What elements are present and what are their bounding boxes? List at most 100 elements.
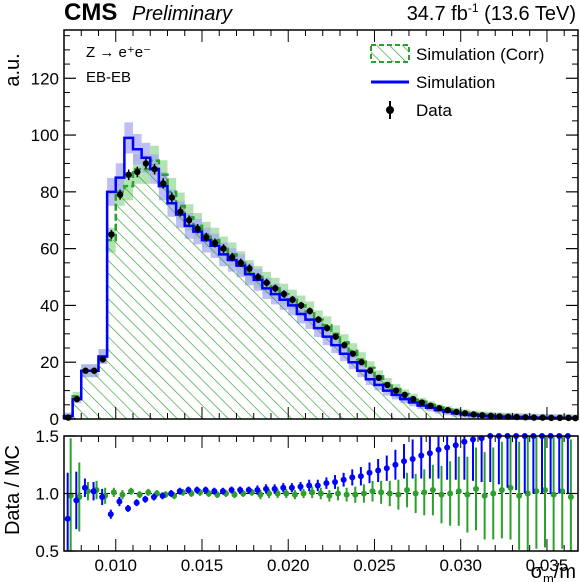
ratio-point	[524, 490, 531, 497]
corr-bar	[158, 174, 168, 419]
ratio-point	[418, 452, 425, 459]
data-point	[237, 259, 244, 267]
ratio-point	[81, 484, 88, 491]
data-point	[289, 296, 296, 303]
data-point	[203, 234, 210, 241]
corr-bar	[348, 350, 358, 419]
corr-bar	[452, 411, 461, 419]
corr-bar	[219, 248, 228, 419]
ratio-point	[211, 488, 218, 495]
corr-bar	[288, 299, 297, 419]
data-point	[349, 350, 357, 357]
data-point	[168, 194, 176, 201]
corr-bar	[150, 160, 159, 419]
ratio-point	[176, 488, 183, 495]
ratio-point	[490, 490, 497, 497]
ratio-point	[335, 490, 342, 497]
data-point	[410, 395, 417, 403]
data-point	[435, 405, 443, 412]
ratio-point	[297, 483, 304, 490]
x-tick-label: 0.030	[439, 556, 482, 575]
y-axis-title-ratio: Data / MC	[2, 445, 24, 535]
legend-label-data: Data	[416, 101, 452, 120]
ratio-point	[473, 485, 480, 492]
energy-label: (13.6 TeV)	[479, 3, 576, 25]
y-tick-label-main: 0	[50, 410, 59, 429]
data-point	[185, 217, 193, 224]
data-point	[418, 399, 426, 406]
corr-bar	[408, 397, 418, 419]
corr-bar	[262, 282, 271, 419]
ratio-point	[550, 491, 557, 498]
corr-bar	[322, 325, 332, 419]
ratio-point	[67, 492, 74, 499]
corr-bar	[331, 333, 340, 419]
corr-bar	[253, 277, 263, 419]
data-point	[392, 387, 400, 394]
ratio-point	[90, 488, 97, 495]
data-point	[90, 367, 98, 374]
corr-bar	[426, 404, 435, 419]
corr-bar	[245, 271, 254, 419]
corr-bar	[339, 342, 349, 419]
data-point	[539, 414, 546, 421]
ratio-point	[401, 458, 408, 465]
corr-bar	[383, 383, 392, 419]
ratio-point	[395, 491, 402, 498]
ratio-point	[291, 491, 298, 498]
ratio-point	[133, 499, 140, 506]
ratio-point	[125, 505, 132, 512]
ratio-point	[116, 498, 123, 505]
ratio-point	[202, 487, 209, 494]
ratio-point	[99, 493, 106, 500]
data-point	[246, 265, 253, 272]
data-point	[116, 191, 124, 198]
corr-bar	[132, 169, 142, 419]
data-point	[220, 245, 227, 252]
data-point	[332, 333, 339, 340]
ratio-point	[288, 484, 295, 491]
ratio-point	[375, 467, 382, 474]
corr-bar	[98, 356, 108, 419]
corr-bar	[201, 234, 211, 419]
ratio-point	[429, 487, 436, 494]
y-tick-label-main: 60	[40, 240, 59, 259]
data-point	[108, 231, 115, 238]
legend: Simulation (Corr) Simulation Data	[370, 44, 544, 120]
ratio-point	[194, 487, 201, 494]
data-point	[453, 408, 460, 416]
corr-bar	[417, 401, 427, 419]
data-point	[194, 225, 201, 232]
ratio-point	[254, 487, 261, 494]
data-point	[487, 412, 495, 420]
data-point	[401, 391, 408, 399]
ratio-point	[435, 446, 442, 453]
corr-bar	[365, 367, 375, 419]
ratio-point	[323, 480, 330, 487]
ratio-point	[481, 492, 488, 499]
corr-bar	[72, 396, 82, 419]
ratio-point	[119, 491, 126, 498]
corr-bar	[81, 370, 90, 419]
data-point	[125, 171, 132, 179]
ratio-point	[300, 490, 307, 497]
ratio-point	[326, 492, 333, 499]
data-point	[384, 381, 391, 389]
ratio-point	[412, 490, 419, 497]
ratio-point	[421, 489, 428, 496]
ratio-point	[317, 490, 324, 497]
corr-bar	[176, 206, 185, 419]
data-point	[341, 341, 348, 349]
data-point	[272, 285, 279, 292]
ratio-point	[559, 488, 566, 495]
data-point	[530, 414, 538, 421]
x-tick-label: 0.020	[267, 556, 310, 575]
corr-bar	[305, 311, 315, 419]
data-point	[263, 279, 270, 286]
corr-bar	[124, 186, 133, 419]
corr-bar	[167, 191, 177, 419]
ratio-point	[444, 444, 451, 451]
corr-bar	[107, 240, 116, 419]
corr-bar	[391, 389, 401, 419]
